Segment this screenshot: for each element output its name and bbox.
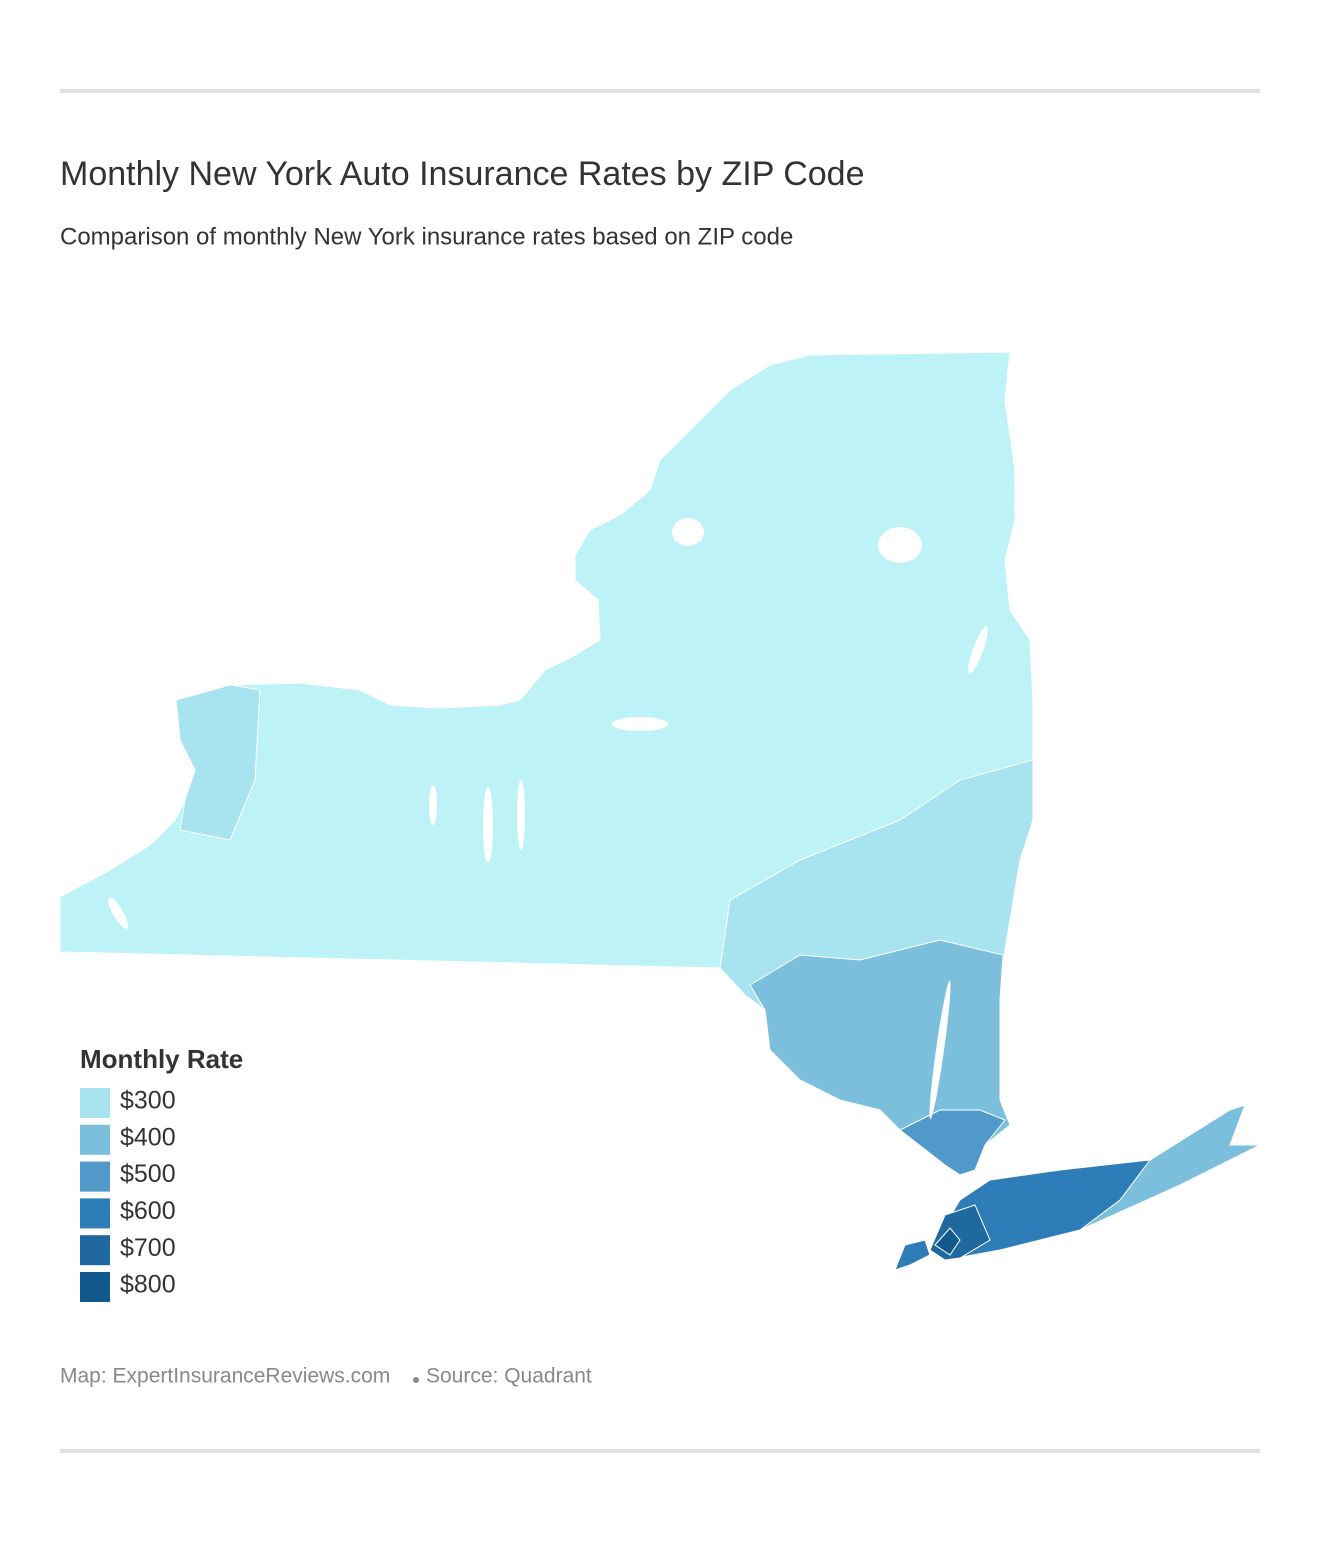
- subtitle: Comparison of monthly New York insurance…: [60, 223, 793, 250]
- hudson-river: [929, 980, 951, 1120]
- region: [899, 1109, 1006, 1176]
- lake: [517, 780, 525, 850]
- source: Source: Quadrant: [426, 1365, 592, 1388]
- legend-label: $700: [120, 1234, 176, 1262]
- footer: Map: ExpertInsuranceReviews.com Source: …: [60, 1365, 592, 1388]
- legend-label: $300: [120, 1087, 176, 1115]
- title: Monthly New York Auto Insurance Rates by…: [60, 155, 864, 193]
- lake: [878, 527, 922, 563]
- legend-swatch: [80, 1198, 110, 1229]
- legend-swatch: [80, 1272, 110, 1302]
- top-rule: [60, 89, 1260, 93]
- legend-label: $400: [120, 1123, 176, 1151]
- region: [934, 1227, 961, 1256]
- lakes: [108, 518, 988, 1120]
- lake: [483, 787, 493, 863]
- region: [175, 684, 261, 841]
- legend-label: $800: [120, 1271, 176, 1299]
- separator: [413, 1377, 419, 1383]
- map: [59, 351, 1261, 1271]
- lake: [968, 626, 988, 674]
- legend-label: $500: [120, 1160, 176, 1188]
- legend: Monthly Rate $300 $400 $500 $600 $700 $800: [80, 1044, 243, 1302]
- legend-swatch: [80, 1088, 110, 1118]
- legend-title: Monthly Rate: [80, 1044, 243, 1074]
- lake: [108, 897, 128, 929]
- bottom-rule: [60, 1449, 1260, 1453]
- legend-label: $600: [120, 1197, 176, 1225]
- legend-swatch: [80, 1235, 110, 1266]
- legend-swatch: [80, 1124, 110, 1155]
- legend-swatch: [80, 1161, 110, 1192]
- lake: [612, 717, 668, 731]
- lake: [429, 785, 437, 825]
- region: [894, 1239, 931, 1271]
- map-credit: Map: ExpertInsuranceReviews.com: [60, 1365, 390, 1388]
- lake: [672, 518, 704, 546]
